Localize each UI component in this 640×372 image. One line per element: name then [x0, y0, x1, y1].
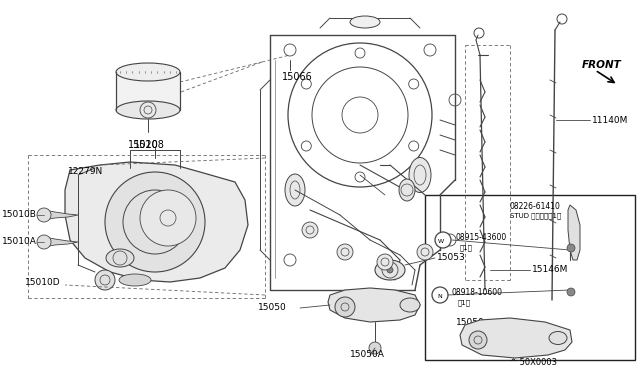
Polygon shape — [44, 210, 78, 220]
Text: FRONT: FRONT — [582, 60, 621, 70]
Text: 15010: 15010 — [128, 140, 159, 150]
Ellipse shape — [409, 157, 431, 192]
Ellipse shape — [399, 179, 415, 201]
Text: 15050: 15050 — [258, 303, 287, 312]
Polygon shape — [568, 205, 580, 260]
Circle shape — [105, 172, 205, 272]
Circle shape — [140, 190, 196, 246]
Text: 15010B: 15010B — [2, 210, 37, 219]
Ellipse shape — [350, 16, 380, 28]
Text: 15146M: 15146M — [532, 265, 568, 274]
Text: 08918-10600: 08918-10600 — [452, 288, 503, 297]
Text: STUD スタッド（1）: STUD スタッド（1） — [510, 212, 561, 219]
Circle shape — [469, 331, 487, 349]
Polygon shape — [44, 237, 78, 247]
Ellipse shape — [116, 101, 180, 119]
Circle shape — [37, 208, 51, 222]
Text: 08915-43600: 08915-43600 — [455, 233, 506, 242]
Circle shape — [143, 210, 167, 234]
Bar — [425, 195, 635, 360]
Circle shape — [435, 232, 451, 248]
Circle shape — [302, 222, 318, 238]
Circle shape — [377, 254, 393, 270]
Circle shape — [95, 270, 115, 290]
Text: W: W — [438, 239, 444, 244]
Ellipse shape — [116, 63, 180, 81]
Polygon shape — [116, 72, 180, 110]
Text: 15066: 15066 — [282, 72, 313, 82]
Circle shape — [337, 244, 353, 260]
Polygon shape — [65, 162, 248, 282]
Text: 15053: 15053 — [437, 253, 466, 262]
Text: N: N — [438, 294, 442, 299]
Text: 15050A: 15050A — [350, 350, 385, 359]
Circle shape — [369, 342, 381, 354]
Ellipse shape — [106, 249, 134, 267]
Text: 11140M: 11140M — [592, 116, 628, 125]
Text: 15050: 15050 — [456, 318, 484, 327]
Circle shape — [432, 287, 448, 303]
Text: （1）: （1） — [458, 299, 471, 306]
Text: ^ 50X0003: ^ 50X0003 — [510, 358, 557, 367]
Ellipse shape — [400, 298, 420, 312]
Polygon shape — [460, 318, 572, 358]
Circle shape — [37, 235, 51, 249]
Text: 15010A: 15010A — [2, 237, 37, 246]
Circle shape — [335, 297, 355, 317]
Text: 15208: 15208 — [134, 140, 165, 150]
Circle shape — [417, 244, 433, 260]
Circle shape — [387, 267, 393, 273]
Circle shape — [567, 244, 575, 252]
Text: 08226-61410: 08226-61410 — [510, 202, 561, 211]
Ellipse shape — [119, 274, 151, 286]
Circle shape — [567, 288, 575, 296]
Polygon shape — [328, 288, 420, 322]
Text: 12279N: 12279N — [68, 167, 103, 176]
Text: 15010D: 15010D — [25, 278, 61, 287]
Ellipse shape — [549, 331, 567, 344]
Ellipse shape — [285, 174, 305, 206]
Text: （1）: （1） — [460, 244, 473, 251]
Ellipse shape — [375, 260, 405, 280]
